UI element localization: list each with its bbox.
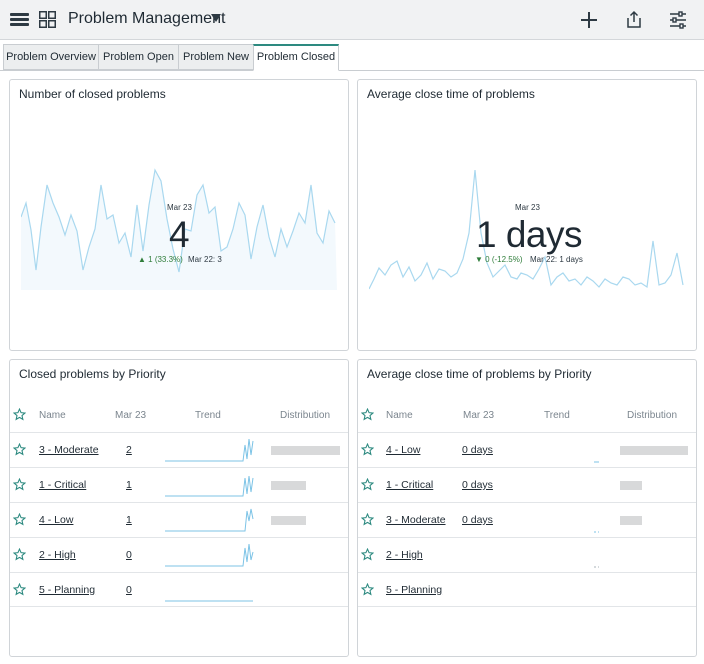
priority-link[interactable]: 5 - Planning [39, 584, 96, 596]
score-previous: Mar 22: 3 [188, 255, 222, 264]
distribution-bar [271, 481, 306, 490]
widget-title: Number of closed problems [19, 87, 166, 101]
column-date[interactable]: Mar 23 [115, 410, 147, 421]
closed-count-sparkline [21, 168, 337, 290]
score-value: 1 days [476, 214, 583, 255]
priority-value[interactable]: 1 [126, 514, 132, 526]
table-header: Name Mar 23 Trend Distribution [10, 398, 348, 432]
score-value: 4 [169, 214, 190, 255]
dashboard-title[interactable]: Problem Management [68, 10, 226, 27]
table-header: Name Mar 23 Trend Distribution [358, 398, 696, 432]
trend-sparkline [594, 461, 599, 463]
column-trend: Trend [195, 410, 221, 421]
priority-link[interactable]: 2 - High [39, 549, 76, 561]
tab-problem-open[interactable]: Problem Open [98, 44, 179, 70]
column-name[interactable]: Name [386, 410, 413, 421]
priority-value[interactable]: 0 [126, 549, 132, 561]
star-icon[interactable] [13, 408, 26, 421]
column-distribution: Distribution [280, 410, 331, 421]
star-icon[interactable] [361, 513, 374, 526]
star-icon[interactable] [361, 443, 374, 456]
priority-value[interactable]: 1 [126, 479, 132, 491]
tab-problem-new[interactable]: Problem New [178, 44, 254, 70]
trend-sparkline [165, 600, 253, 602]
trend-sparkline [594, 566, 599, 568]
dashboard-grid-icon[interactable] [39, 11, 56, 28]
column-date[interactable]: Mar 23 [463, 410, 495, 421]
score-date: Mar 23 [167, 203, 192, 212]
priority-link[interactable]: 3 - Moderate [386, 514, 446, 526]
priority-value[interactable]: 0 days [462, 514, 493, 526]
score-delta: ▼ 0 (-12.5%) [475, 255, 523, 264]
star-icon[interactable] [361, 548, 374, 561]
table-row: 4 - Low 0 days [358, 432, 696, 467]
priority-value[interactable]: 0 days [462, 444, 493, 456]
table-row: 3 - Moderate 2 [10, 432, 348, 467]
priority-value[interactable]: 0 [126, 584, 132, 596]
table-row: 2 - High 0 [10, 537, 348, 572]
trend-sparkline [165, 543, 254, 567]
score-delta: ▲ 1 (33.3%) [138, 255, 183, 264]
star-icon[interactable] [13, 513, 26, 526]
priority-link[interactable]: 4 - Low [386, 444, 421, 456]
table-row: 5 - Planning [358, 572, 696, 607]
priority-link[interactable]: 1 - Critical [39, 479, 87, 491]
table-row: 3 - Moderate 0 days [358, 502, 696, 537]
avg-close-time-widget: Average close time of problems Mar 23 1 … [357, 79, 697, 351]
distribution-bar [620, 516, 642, 525]
column-name[interactable]: Name [39, 410, 66, 421]
dashboard-tabs: Problem Overview Problem Open Problem Ne… [0, 44, 704, 71]
avg-by-priority-widget: Average close time of problems by Priori… [357, 359, 697, 657]
trend-sparkline [165, 508, 254, 532]
distribution-bar [271, 516, 306, 525]
star-icon[interactable] [361, 408, 374, 421]
trend-sparkline [594, 531, 599, 533]
dashboard-dropdown-icon[interactable] [211, 14, 221, 22]
table-row: 4 - Low 1 [10, 502, 348, 537]
score-previous: Mar 22: 1 days [530, 255, 583, 264]
hamburger-menu-icon[interactable] [10, 11, 29, 27]
priority-link[interactable]: 5 - Planning [386, 584, 443, 596]
priority-value[interactable]: 2 [126, 444, 132, 456]
table-row: 5 - Planning 0 [10, 572, 348, 607]
distribution-bar [620, 446, 688, 455]
widget-title: Average close time of problems [367, 87, 535, 101]
table-row: 1 - Critical 1 [10, 467, 348, 502]
priority-link[interactable]: 2 - High [386, 549, 423, 561]
share-icon[interactable] [624, 10, 644, 30]
widget-title: Closed problems by Priority [19, 367, 166, 381]
priority-link[interactable]: 1 - Critical [386, 479, 434, 491]
priority-link[interactable]: 4 - Low [39, 514, 74, 526]
widget-title: Average close time of problems by Priori… [367, 367, 592, 381]
score-date: Mar 23 [515, 203, 540, 212]
trend-sparkline [165, 438, 254, 462]
distribution-bar [271, 446, 340, 455]
closed-count-widget: Number of closed problems Mar 23 4 ▲ 1 (… [9, 79, 349, 351]
star-icon[interactable] [13, 478, 26, 491]
column-trend: Trend [544, 410, 570, 421]
add-icon[interactable] [579, 10, 599, 30]
table-row: 2 - High [358, 537, 696, 572]
closed-by-priority-widget: Closed problems by Priority Name Mar 23 … [9, 359, 349, 657]
star-icon[interactable] [361, 478, 374, 491]
star-icon[interactable] [13, 443, 26, 456]
table-row: 1 - Critical 0 days [358, 467, 696, 502]
app-header: Problem Management [0, 0, 704, 40]
filter-settings-icon[interactable] [668, 10, 688, 30]
star-icon[interactable] [13, 548, 26, 561]
priority-value[interactable]: 0 days [462, 479, 493, 491]
star-icon[interactable] [361, 583, 374, 596]
priority-link[interactable]: 3 - Moderate [39, 444, 99, 456]
tab-problem-overview[interactable]: Problem Overview [3, 44, 99, 70]
distribution-bar [620, 481, 642, 490]
trend-sparkline [165, 475, 254, 497]
star-icon[interactable] [13, 583, 26, 596]
avg-close-sparkline [369, 169, 684, 290]
tab-problem-closed[interactable]: Problem Closed [253, 44, 339, 71]
column-distribution: Distribution [627, 410, 678, 421]
